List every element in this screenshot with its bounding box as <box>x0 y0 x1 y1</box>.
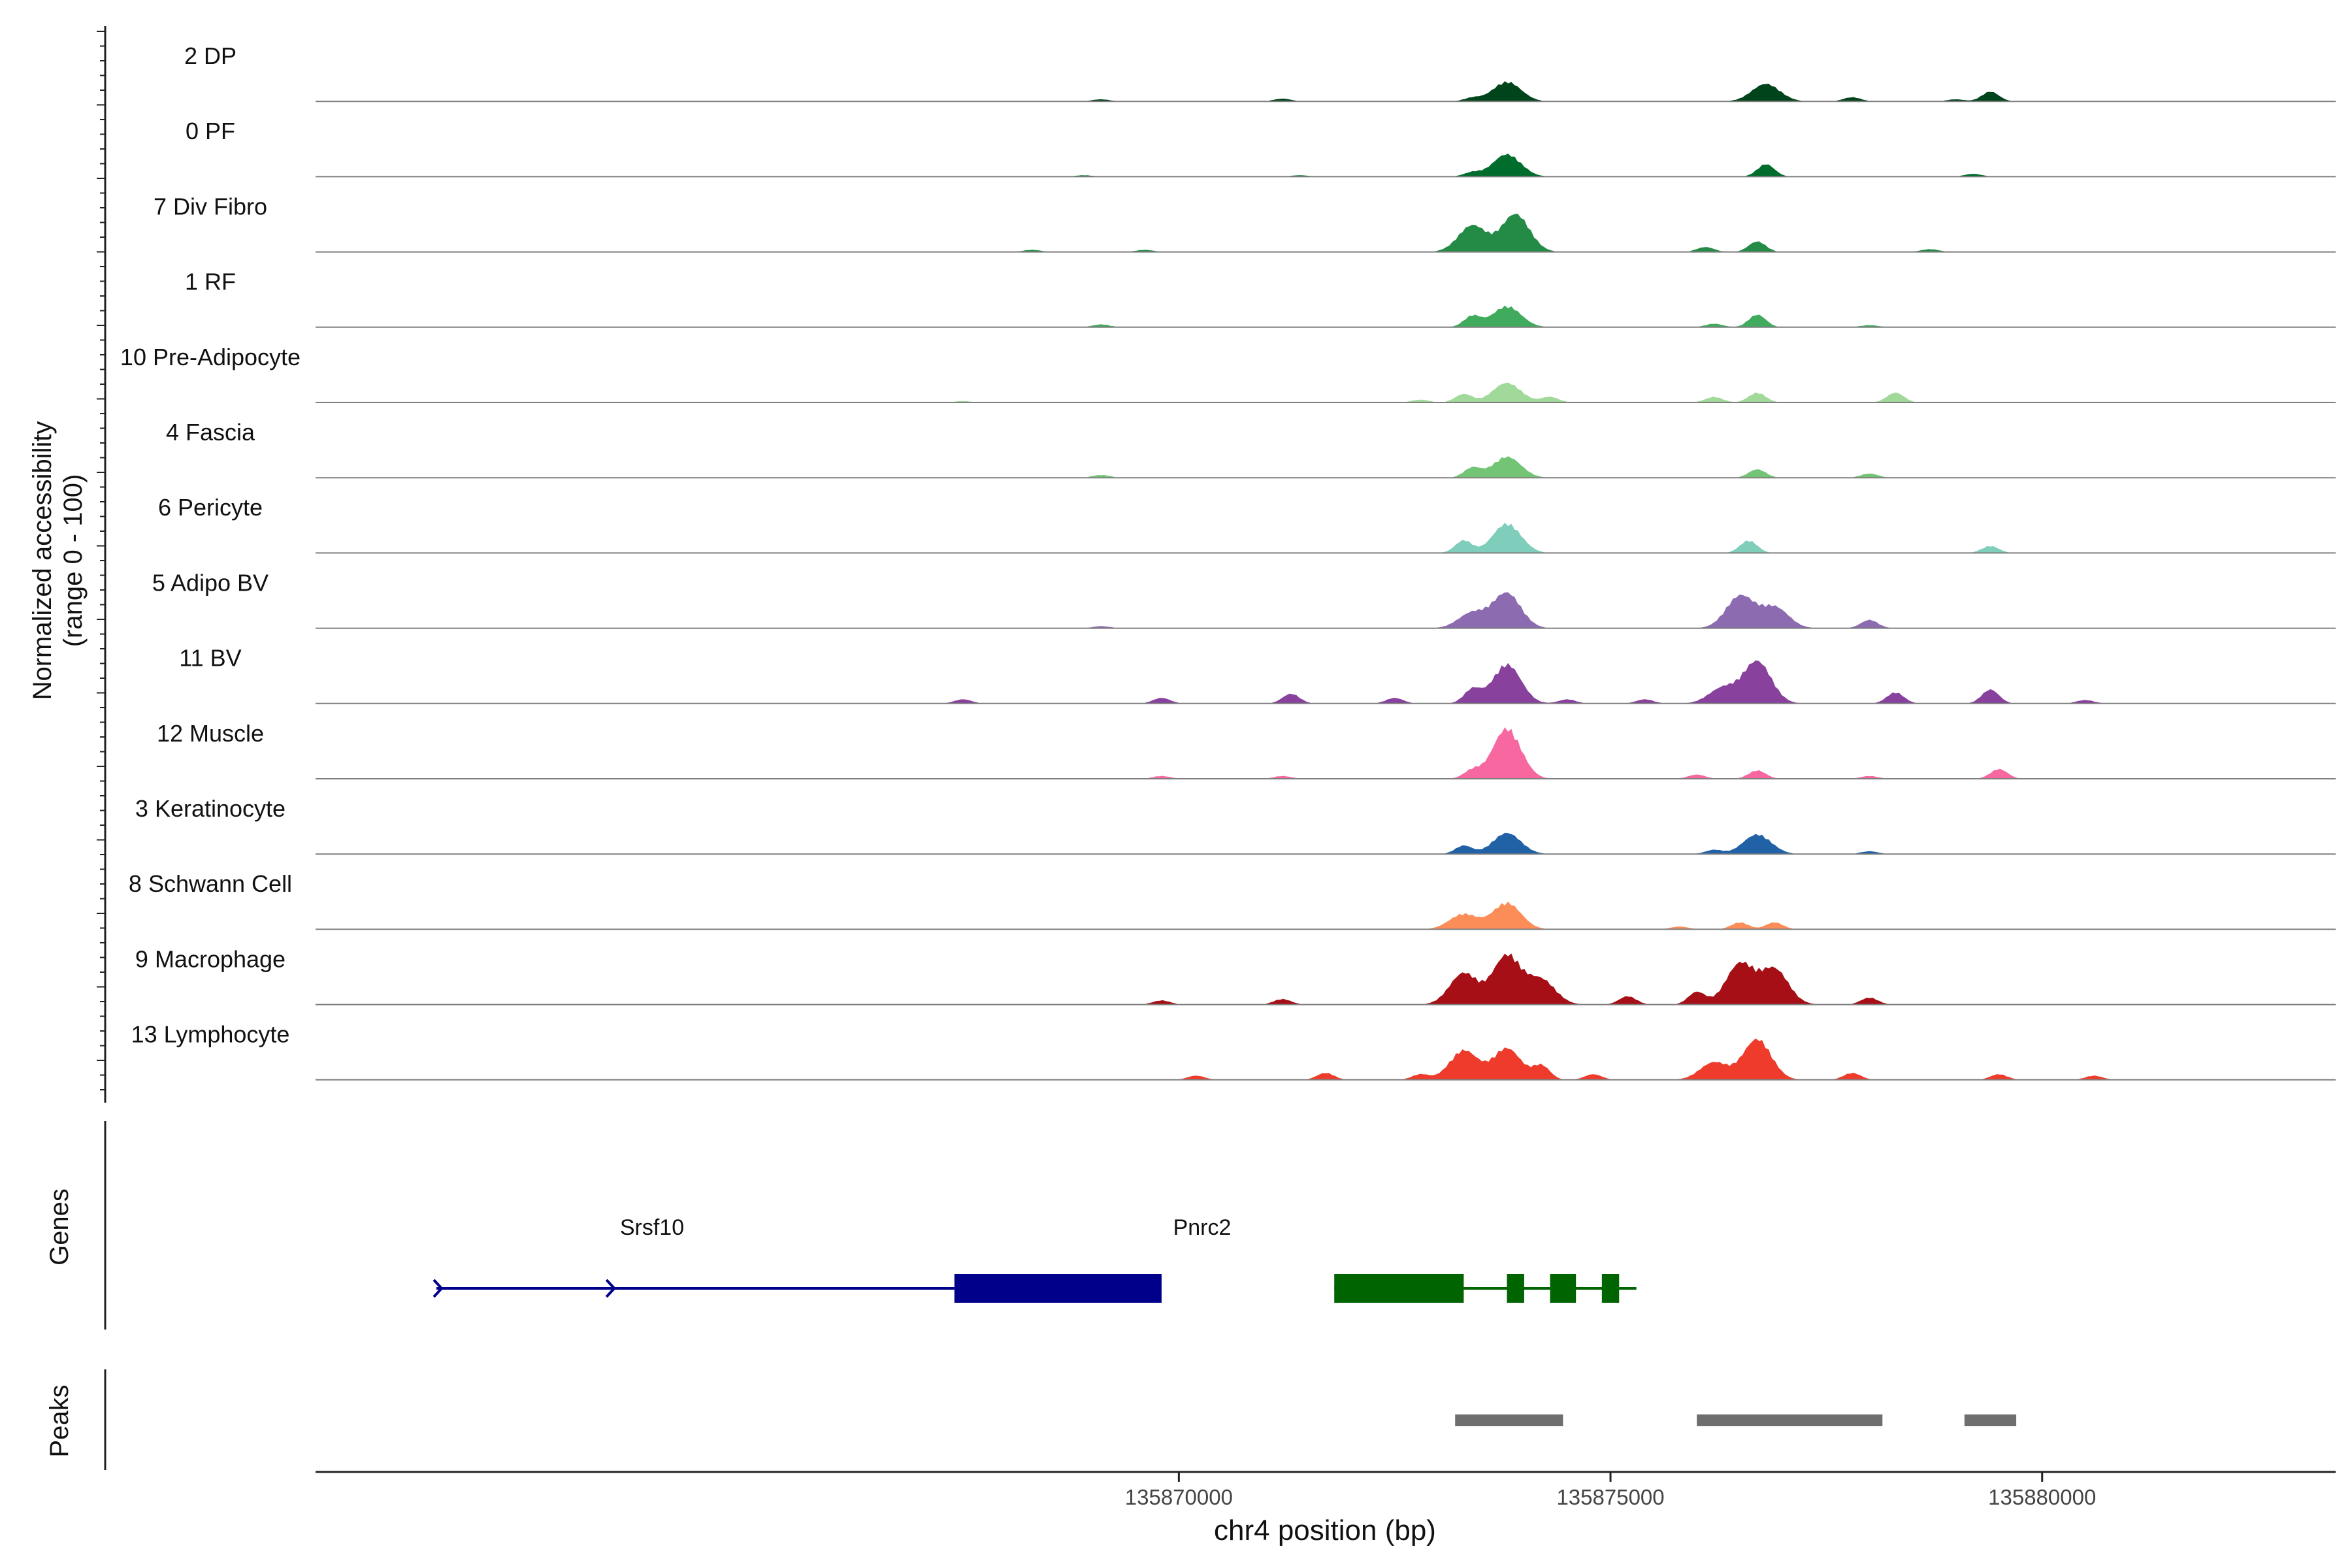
y-axis-label-range: (range 0 - 100) <box>59 474 88 647</box>
peak-region <box>1697 1414 1883 1426</box>
track-label: 6 Pericyte <box>158 494 263 521</box>
track: 0 PF <box>186 118 2336 178</box>
track-area <box>316 382 2336 402</box>
track-area <box>316 523 2336 553</box>
y-axis-label: Normalized accessibility <box>28 421 57 700</box>
track-label: 0 PF <box>186 118 235 144</box>
gene-exon <box>1507 1274 1524 1303</box>
gene-exon <box>1550 1274 1576 1303</box>
track-label: 9 Macrophage <box>135 945 286 972</box>
x-tick-label: 135880000 <box>1988 1485 2096 1509</box>
peak-region <box>1455 1414 1563 1426</box>
track-area <box>316 832 2336 855</box>
track: 3 Keratinocyte <box>135 795 2336 855</box>
track: 2 DP <box>184 42 2336 103</box>
track: 12 Muscle <box>157 720 2336 779</box>
gene-label: Pnrc2 <box>1173 1215 1232 1240</box>
track: 6 Pericyte <box>158 494 2336 554</box>
coverage-tracks: 2 DP 0 PF 7 Div Fibro 1 RF 10 Pre-Adipocyte 4… <box>120 42 2336 1081</box>
gene-exon <box>954 1274 1162 1303</box>
x-axis-label: chr4 position (bp) <box>1214 1514 1436 1546</box>
track-label: 1 RF <box>185 269 236 295</box>
gene: Pnrc2 <box>1173 1215 1637 1303</box>
track-label: 5 Adipo BV <box>152 569 269 596</box>
genes-panel-label: Genes <box>45 1188 74 1266</box>
track: 10 Pre-Adipocyte <box>120 344 2336 403</box>
gene-exon <box>1334 1274 1464 1303</box>
track-label: 13 Lymphocyte <box>131 1021 290 1048</box>
x-tick-label: 135870000 <box>1125 1485 1233 1509</box>
track: 7 Div Fibro <box>154 193 2336 253</box>
gene-exon <box>1601 1274 1620 1303</box>
track-label: 2 DP <box>184 42 237 69</box>
track-label: 7 Div Fibro <box>154 193 267 220</box>
track-label: 10 Pre-Adipocyte <box>120 344 301 370</box>
track-area <box>316 154 2336 177</box>
gene: Srsf10 <box>433 1215 1162 1303</box>
track: 8 Schwann Cell <box>129 870 2336 930</box>
x-axis: 135870000 135875000 135880000 <box>316 1471 2336 1509</box>
y-axis <box>97 26 106 1103</box>
track-label: 8 Schwann Cell <box>129 870 292 897</box>
peak-region <box>1964 1414 2017 1426</box>
genes-panel: Srsf10 Pnrc2 <box>104 1121 1637 1330</box>
track: 13 Lymphocyte <box>131 1021 2336 1081</box>
track: 4 Fascia <box>166 419 2336 479</box>
track-area <box>316 214 2336 252</box>
peaks-panel-label: Peaks <box>45 1384 74 1457</box>
track-area <box>316 592 2336 629</box>
track-label: 11 BV <box>179 645 241 672</box>
track-label: 3 Keratinocyte <box>135 795 286 822</box>
strand-arrow <box>433 1279 444 1298</box>
track-label: 4 Fascia <box>166 419 255 446</box>
track-area <box>316 953 2336 1005</box>
track-area <box>316 901 2336 930</box>
track-area <box>316 1038 2336 1080</box>
track-area <box>316 305 2336 327</box>
strand-arrow <box>605 1279 616 1298</box>
track-label: 12 Muscle <box>157 720 264 747</box>
track-area <box>316 727 2336 779</box>
track-area <box>316 81 2336 102</box>
track: 1 RF <box>185 269 2336 328</box>
track: 9 Macrophage <box>135 945 2336 1005</box>
track: 11 BV <box>179 645 2336 704</box>
track-area <box>316 456 2336 478</box>
gene-label: Srsf10 <box>620 1215 684 1240</box>
track: 5 Adipo BV <box>152 569 2336 629</box>
track-area <box>316 660 2336 704</box>
x-tick-label: 135875000 <box>1556 1485 1664 1509</box>
peaks-panel <box>104 1369 2017 1470</box>
